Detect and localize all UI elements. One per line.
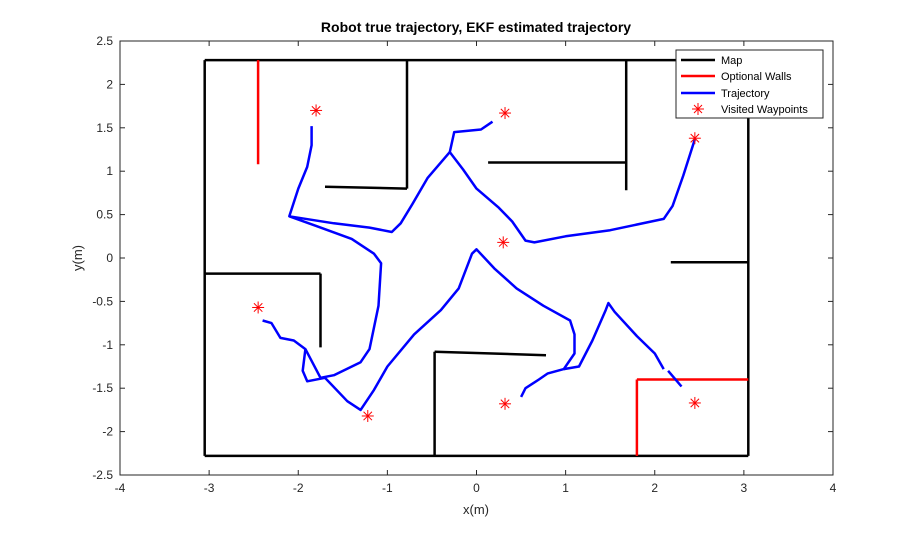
legend-label-optional-walls: Optional Walls <box>721 71 792 83</box>
waypoint-marker <box>361 409 374 422</box>
x-tick-label: 4 <box>830 481 837 495</box>
plot-data <box>203 58 750 458</box>
legend: Map Optional Walls Trajectory Visited Wa… <box>675 49 824 119</box>
trajectory-path <box>288 126 451 234</box>
waypoint-marker <box>499 397 512 410</box>
trajectory-path <box>448 120 697 244</box>
trajectory-path <box>301 248 576 412</box>
y-tick-label: -2 <box>102 425 113 439</box>
x-tick-label: -3 <box>204 481 215 495</box>
y-tick-label: 1.5 <box>96 121 113 135</box>
legend-swatch-waypoint-icon <box>692 103 704 115</box>
y-tick-label: -0.5 <box>92 294 113 308</box>
y-tick-label: 2.5 <box>96 34 113 48</box>
waypoint-marker <box>252 301 265 314</box>
waypoint-marker <box>497 236 510 249</box>
x-tick-label: 3 <box>741 481 748 495</box>
x-tick-label: -2 <box>293 481 304 495</box>
map-wall <box>434 350 547 357</box>
x-tick-label: 1 <box>562 481 569 495</box>
y-tick-label: 2 <box>106 77 113 91</box>
waypoint-marker <box>499 107 512 120</box>
y-ticks: 2.5 2 1.5 1 0.5 0 -0.5 -1 -1.5 -2 -2.5 <box>92 34 833 482</box>
chart-title: Robot true trajectory, EKF estimated tra… <box>321 19 631 35</box>
y-tick-label: -2.5 <box>92 468 113 482</box>
y-tick-label: 0 <box>106 251 113 265</box>
x-tick-label: 2 <box>651 481 658 495</box>
x-tick-label: 0 <box>473 481 480 495</box>
x-ticks: -4 -3 -2 -1 0 1 2 3 4 <box>115 41 837 495</box>
y-tick-label: 1 <box>106 164 113 178</box>
x-axis-label: x(m) <box>463 502 489 517</box>
y-tick-label: -1.5 <box>92 381 113 395</box>
legend-label-trajectory: Trajectory <box>721 88 770 100</box>
waypoint-marker <box>310 104 323 117</box>
waypoint-marker <box>688 132 701 145</box>
trajectory-path <box>667 369 683 388</box>
trajectory-path <box>262 215 383 380</box>
legend-label-visited-waypoints: Visited Waypoints <box>721 104 808 116</box>
map-wall <box>324 185 408 190</box>
x-tick-label: -1 <box>382 481 393 495</box>
y-tick-label: 0.5 <box>96 208 113 222</box>
legend-label-map: Map <box>721 55 742 67</box>
waypoint-marker <box>688 396 701 409</box>
trajectory-path <box>563 301 665 371</box>
y-tick-label: -1 <box>102 338 113 352</box>
y-axis-label: y(m) <box>70 245 85 271</box>
x-tick-label: -4 <box>115 481 126 495</box>
